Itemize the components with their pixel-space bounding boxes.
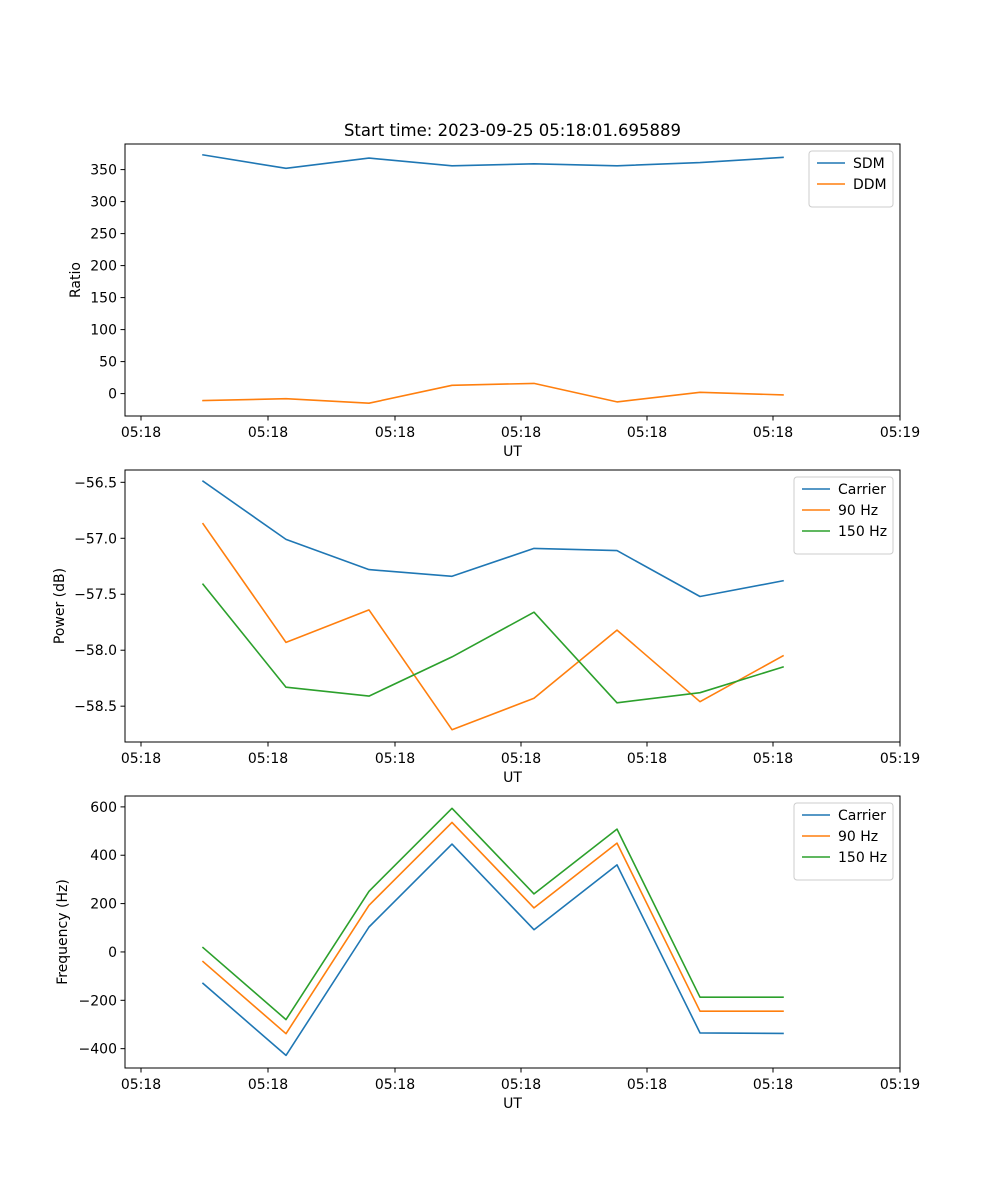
legend: Carrier 90 Hz 150 Hz: [793, 476, 894, 555]
legend-box: [793, 802, 894, 881]
y-tick-label: 200: [90, 897, 117, 913]
legend-label: 150 Hz: [838, 850, 887, 866]
y-tick-label: −400: [79, 1042, 117, 1058]
series-line-150-hz: [201, 583, 785, 704]
x-tick-label: 05:18: [753, 1077, 793, 1093]
y-tick-label: 150: [90, 291, 117, 307]
x-tick-label: 05:18: [248, 1077, 288, 1093]
legend-label: 90 Hz: [838, 829, 878, 845]
x-tick-label: 05:18: [753, 751, 793, 767]
x-tick-label: 05:18: [375, 751, 415, 767]
legend-label: Carrier: [838, 808, 886, 824]
y-tick-label: −57.0: [74, 531, 117, 547]
y-tick-label: 200: [90, 259, 117, 275]
axes-frame: [124, 795, 901, 1069]
panel-2: 05:18 05:18 05:18 05:18 05:18 05:18 05:19 −58.5…: [52, 469, 920, 786]
y-tick-label: 0: [108, 945, 117, 961]
legend: SDM DDM: [808, 150, 894, 208]
y-tick-label: 300: [90, 195, 117, 211]
x-tick-label: 05:18: [248, 425, 288, 441]
x-tick-label: 05:18: [121, 425, 161, 441]
chart-title: Start time: 2023-09-25 05:18:01.695889: [344, 121, 681, 140]
x-tick-label: 05:18: [501, 1077, 541, 1093]
legend-label: 150 Hz: [838, 524, 887, 540]
y-tick-label: −57.5: [74, 587, 117, 603]
x-tick-label: 05:18: [627, 1077, 667, 1093]
y-tick-label: −58.0: [74, 643, 117, 659]
y-tick-label: 0: [108, 387, 117, 403]
series-line-150-hz: [201, 807, 784, 1021]
x-axis-label: UT: [503, 444, 522, 460]
x-tick-label: 05:18: [121, 1077, 161, 1093]
legend-box: [808, 150, 894, 208]
panel-3: 05:18 05:18 05:18 05:18 05:18 05:18 05:19 −400 −…: [55, 795, 920, 1112]
x-tick-label: 05:18: [501, 425, 541, 441]
x-axis-label: UT: [503, 1096, 522, 1112]
series-line-90-hz: [201, 821, 784, 1035]
x-tick-label: 05:18: [375, 1077, 415, 1093]
x-tick-label: 05:18: [627, 425, 667, 441]
y-tick-label: 600: [90, 800, 117, 816]
series-line-sdm: [202, 153, 784, 170]
x-tick-label: 05:19: [880, 425, 920, 441]
chart-panels: 05:18 05:18 05:18 05:18 05:18 05:18 05:19 0 50 10…: [52, 143, 920, 1112]
y-tick-label: 50: [99, 355, 117, 371]
series-line-carrier: [201, 843, 784, 1057]
y-tick-label: −56.5: [74, 475, 117, 491]
y-tick-label: −58.5: [74, 699, 117, 715]
legend-label: SDM: [853, 156, 885, 172]
y-tick-label: 250: [90, 227, 117, 243]
axes-frame: [124, 469, 901, 743]
y-tick-label: −200: [79, 993, 117, 1009]
x-tick-label: 05:18: [375, 425, 415, 441]
x-tick-label: 05:19: [880, 1077, 920, 1093]
x-axis-label: UT: [503, 770, 522, 786]
x-tick-label: 05:18: [501, 751, 541, 767]
series-line-ddm: [202, 382, 784, 405]
y-tick-label: 350: [90, 163, 117, 179]
legend-label: 90 Hz: [838, 503, 878, 519]
legend: Carrier 90 Hz 150 Hz: [793, 802, 894, 881]
y-tick-label: 400: [90, 848, 117, 864]
x-tick-label: 05:18: [753, 425, 793, 441]
y-tick-label: 100: [90, 323, 117, 339]
series-line-carrier: [201, 480, 784, 598]
axes-frame: [124, 143, 901, 417]
x-tick-label: 05:18: [248, 751, 288, 767]
y-axis-label: Ratio: [68, 262, 84, 298]
x-tick-label: 05:18: [121, 751, 161, 767]
panel-1: 05:18 05:18 05:18 05:18 05:18 05:18 05:19 0 50 10…: [68, 143, 920, 460]
legend-label: Carrier: [838, 482, 886, 498]
legend-box: [793, 476, 894, 555]
y-axis-label: Frequency (Hz): [55, 879, 71, 985]
series-line-90-hz: [201, 522, 785, 731]
x-tick-label: 05:18: [627, 751, 667, 767]
x-tick-label: 05:19: [880, 751, 920, 767]
y-axis-label: Power (dB): [52, 568, 68, 644]
legend-label: DDM: [853, 177, 887, 193]
